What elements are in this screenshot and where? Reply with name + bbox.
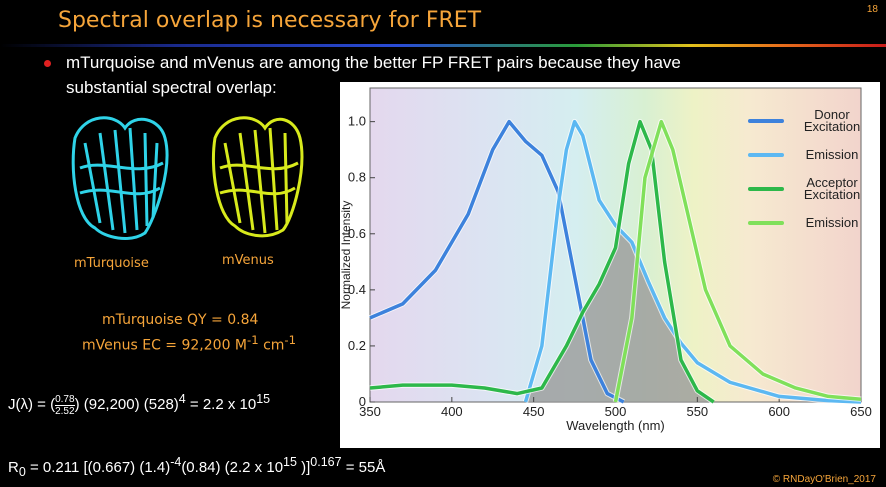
text-part: )] (297, 459, 310, 476)
legend-swatch (748, 187, 784, 191)
superscript: -4 (170, 455, 181, 469)
y-tick-label: 0.2 (348, 338, 366, 353)
title-rule (0, 44, 886, 47)
legend-item: Acceptor Excitation (748, 172, 878, 206)
text-part: (0.84) (2.2 x 10 (181, 459, 283, 476)
text-part: ) (92,200) (528) (75, 396, 179, 413)
superscript: 15 (283, 455, 297, 469)
protein-images (55, 108, 325, 248)
text-part: cm (259, 338, 285, 354)
x-tick-label: 350 (359, 404, 381, 419)
denominator: 2.52 (55, 406, 74, 417)
r-equation: R0 = 0.211 [(0.667) (1.4)-4(0.84) (2.2 x… (8, 455, 385, 479)
x-tick-label: 550 (686, 404, 708, 419)
ec-text: mVenus EC = 92,200 M-1 cm-1 (82, 333, 296, 354)
mturquoise-image (73, 118, 167, 239)
bullet-text: mTurquoise and mVenus are among the bett… (66, 53, 681, 73)
legend-item: Emission (748, 138, 878, 172)
text-part: = 55Å (342, 459, 386, 476)
legend-swatch (748, 119, 784, 123)
y-tick-label: 1.0 (348, 114, 366, 129)
legend-swatch (748, 153, 784, 157)
subscript: 0 (19, 465, 26, 479)
numerator: 0.78 (55, 394, 74, 406)
legend-swatch (748, 221, 784, 225)
legend-item: Emission (748, 206, 878, 240)
x-tick-label: 500 (605, 404, 627, 419)
legend: Donor Excitation Emission Acceptor Excitat… (748, 104, 878, 240)
text-part: R (8, 459, 19, 476)
x-tick-label: 600 (768, 404, 790, 419)
text-part: J(λ) = ( (8, 396, 55, 413)
superscript: 15 (256, 392, 270, 406)
superscript: -1 (247, 333, 259, 347)
text-part: mVenus EC = 92,200 M (82, 338, 247, 354)
x-axis-label: Wavelength (nm) (566, 418, 665, 433)
x-tick-label: 450 (523, 404, 545, 419)
bullet-dot (44, 60, 51, 67)
bullet-text: substantial spectral overlap: (66, 78, 277, 98)
legend-label: Emission (792, 149, 872, 161)
slide-number: 18 (867, 4, 878, 15)
superscript: 4 (179, 392, 186, 406)
x-tick-label: 400 (441, 404, 463, 419)
qy-text: mTurquoise QY = 0.84 (102, 312, 258, 328)
protein-label: mVenus (222, 253, 274, 268)
superscript: 0.167 (310, 455, 341, 469)
legend-label: Emission (792, 217, 872, 229)
superscript: -1 (284, 333, 296, 347)
y-axis-label: Normalized Intensity (340, 201, 353, 310)
x-tick-label: 650 (850, 404, 872, 419)
slide-title: Spectral overlap is necessary for FRET (58, 8, 481, 33)
text-part: = 0.211 [(0.667) (1.4) (26, 459, 170, 476)
y-tick-label: 0.8 (348, 170, 366, 185)
legend-item: Donor Excitation (748, 104, 878, 138)
text-part: = 2.2 x 10 (186, 396, 256, 413)
legend-label: Acceptor Excitation (792, 177, 872, 201)
slide: Spectral overlap is necessary for FRET 1… (0, 0, 886, 487)
protein-label: mTurquoise (74, 256, 149, 271)
mvenus-image (213, 118, 301, 236)
legend-label: Donor Excitation (792, 109, 872, 133)
copyright: © RNDayO'Brien_2017 (773, 474, 876, 485)
